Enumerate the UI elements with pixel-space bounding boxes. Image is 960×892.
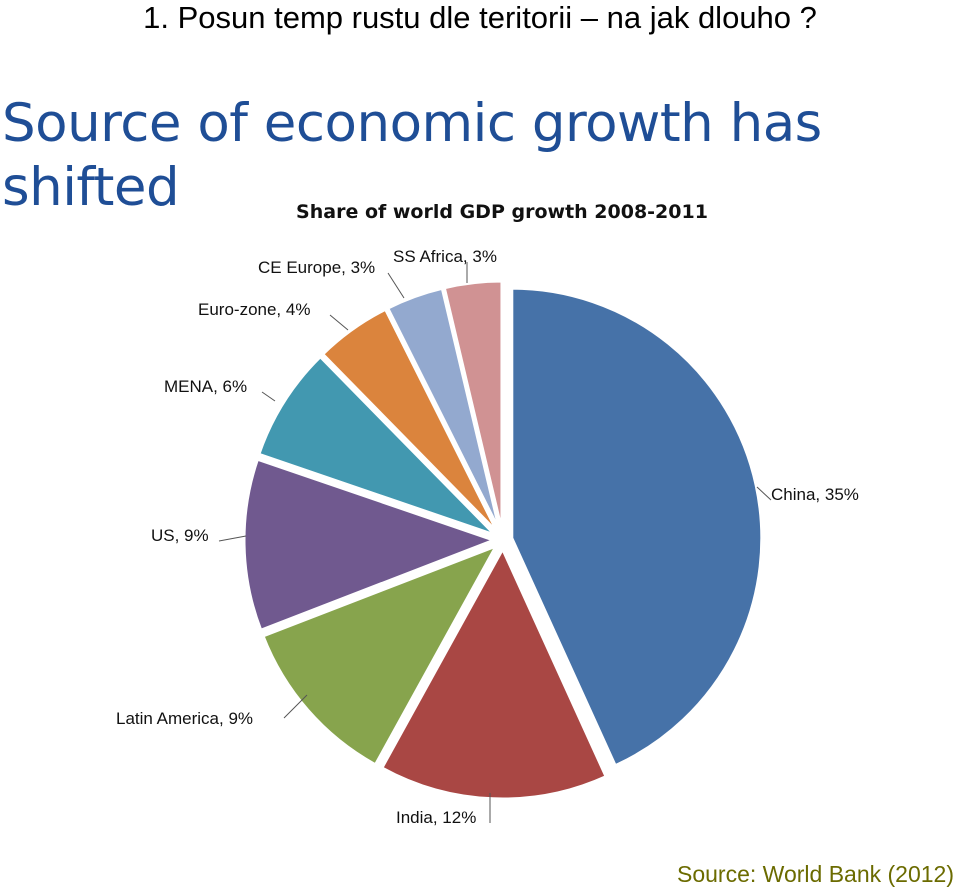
pie-slice-latin-america <box>261 543 500 767</box>
leader-line <box>218 535 247 542</box>
pie-slices <box>242 279 764 801</box>
pie-slice-ss-africa <box>442 279 504 532</box>
pie-slice-euro-zone <box>320 307 500 534</box>
chart-title: Share of world GDP growth 2008-2011 <box>296 201 708 223</box>
slice-label: CE Europe, 3% <box>258 258 375 277</box>
pie-slice-india <box>379 545 609 801</box>
slice-label: India, 12% <box>396 808 476 827</box>
leader-line <box>756 486 772 501</box>
slice-label: Latin America, 9% <box>116 709 253 728</box>
pie-slice-china <box>510 286 764 768</box>
leader-line <box>261 391 276 402</box>
slice-label: MENA, 6% <box>164 377 247 396</box>
slice-label: SS Africa, 3% <box>393 247 497 266</box>
slice-label: US, 9% <box>151 526 209 545</box>
pie-slice-ce-europe <box>385 286 502 533</box>
slide-title: 1. Posun temp rustu dle teritorii – na j… <box>143 0 817 35</box>
slice-label: Euro-zone, 4% <box>198 300 310 319</box>
pie-slice-mena <box>256 354 497 537</box>
leader-line <box>387 272 405 299</box>
leader-line <box>283 694 308 719</box>
leader-line <box>329 314 349 331</box>
headline: Source of economic growth has shifted <box>2 93 822 218</box>
source-note: Source: World Bank (2012) <box>677 861 954 887</box>
slice-label: China, 35% <box>771 485 859 504</box>
pie-slice-us <box>242 457 499 633</box>
pie-labels: China, 35% India, 12% Latin America, 9% US,… <box>116 247 859 827</box>
